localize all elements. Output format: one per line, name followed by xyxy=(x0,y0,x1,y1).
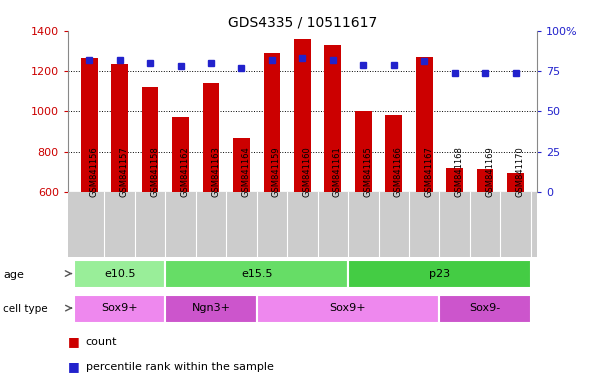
Text: Sox9+: Sox9+ xyxy=(101,303,138,313)
Text: GSM841163: GSM841163 xyxy=(211,146,220,197)
Bar xyxy=(233,137,250,192)
Title: GDS4335 / 10511617: GDS4335 / 10511617 xyxy=(228,16,377,30)
Bar xyxy=(294,39,311,192)
Bar xyxy=(324,45,341,192)
Text: ■: ■ xyxy=(68,360,80,373)
Bar xyxy=(74,295,165,323)
Text: percentile rank within the sample: percentile rank within the sample xyxy=(86,362,273,372)
Bar xyxy=(165,295,257,323)
Text: p23: p23 xyxy=(429,268,450,278)
Text: GSM841166: GSM841166 xyxy=(394,146,403,197)
Text: e15.5: e15.5 xyxy=(241,268,273,278)
Bar xyxy=(348,260,531,288)
Text: Sox9-: Sox9- xyxy=(470,303,501,313)
Bar xyxy=(112,64,128,192)
Text: GSM841160: GSM841160 xyxy=(302,146,312,197)
Bar xyxy=(507,173,524,192)
Bar xyxy=(446,168,463,192)
Text: age: age xyxy=(3,270,24,280)
Text: GSM841162: GSM841162 xyxy=(181,146,189,197)
Bar xyxy=(74,260,165,288)
Text: GSM841157: GSM841157 xyxy=(120,146,129,197)
Text: GSM841168: GSM841168 xyxy=(455,146,464,197)
Text: GSM841161: GSM841161 xyxy=(333,146,342,197)
Text: count: count xyxy=(86,337,117,347)
Bar xyxy=(385,115,402,192)
Text: GSM841170: GSM841170 xyxy=(516,146,525,197)
Text: GSM841165: GSM841165 xyxy=(363,146,372,197)
Bar xyxy=(355,111,372,192)
Text: GSM841156: GSM841156 xyxy=(89,146,98,197)
Bar xyxy=(264,53,280,192)
Bar xyxy=(142,87,159,192)
Bar xyxy=(440,295,531,323)
Bar xyxy=(202,83,219,192)
Bar xyxy=(477,169,493,192)
Bar xyxy=(416,57,432,192)
Text: GSM841158: GSM841158 xyxy=(150,146,159,197)
Bar xyxy=(165,260,348,288)
Text: GSM841159: GSM841159 xyxy=(272,147,281,197)
Text: ■: ■ xyxy=(68,335,80,348)
Bar xyxy=(172,118,189,192)
Text: GSM841164: GSM841164 xyxy=(241,146,251,197)
Text: Sox9+: Sox9+ xyxy=(330,303,366,313)
Text: GSM841169: GSM841169 xyxy=(485,146,494,197)
Text: cell type: cell type xyxy=(3,304,48,314)
Text: e10.5: e10.5 xyxy=(104,268,135,278)
Text: GSM841167: GSM841167 xyxy=(424,146,433,197)
Bar xyxy=(81,58,97,192)
Text: Ngn3+: Ngn3+ xyxy=(192,303,231,313)
Bar xyxy=(257,295,440,323)
